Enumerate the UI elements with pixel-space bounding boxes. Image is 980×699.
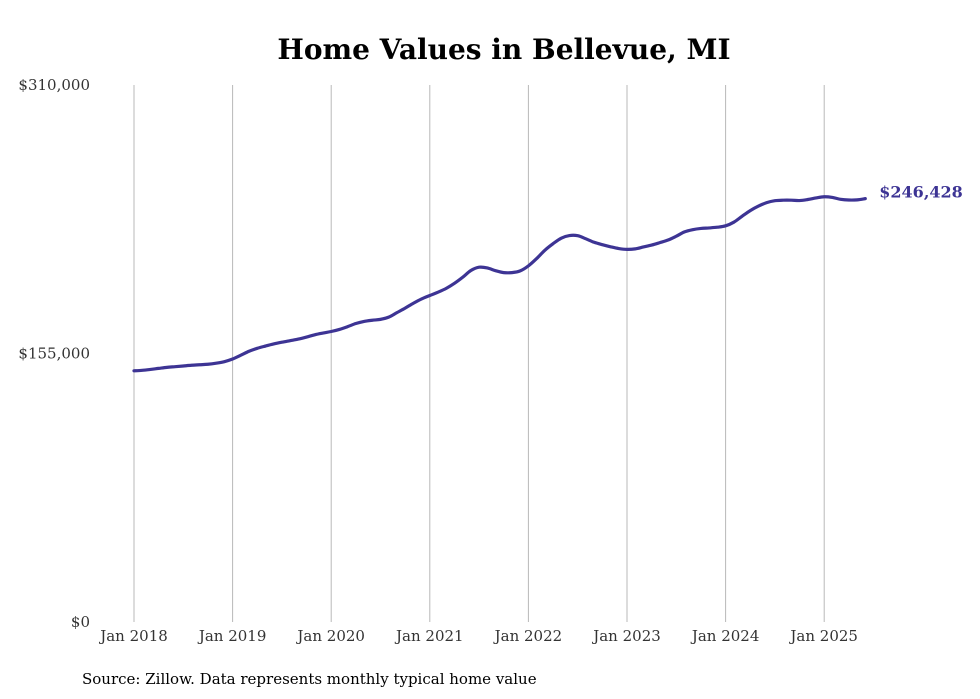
x-tick-label: Jan 2021 bbox=[394, 627, 464, 645]
x-axis-tick-labels: Jan 2018 Jan 2019 Jan 2020 Jan 2021 Jan 2022… bbox=[98, 627, 858, 645]
home-value-series-line bbox=[132, 195, 867, 373]
x-tick-label: Jan 2020 bbox=[295, 627, 365, 645]
y-tick-label: $310,000 bbox=[18, 76, 90, 94]
x-tick-label: Jan 2024 bbox=[690, 627, 760, 645]
x-tick-label: Jan 2022 bbox=[493, 627, 563, 645]
y-tick-label: $0 bbox=[71, 613, 90, 631]
end-value-label: $246,428 bbox=[879, 183, 963, 202]
x-tick-label: Jan 2025 bbox=[788, 627, 858, 645]
gridlines bbox=[133, 85, 825, 622]
x-tick-label: Jan 2023 bbox=[591, 627, 661, 645]
chart-title: Home Values in Bellevue, MI bbox=[277, 33, 730, 66]
source-note: Source: Zillow. Data represents monthly … bbox=[82, 670, 537, 688]
x-tick-label: Jan 2019 bbox=[197, 627, 267, 645]
x-tick-label: Jan 2018 bbox=[98, 627, 168, 645]
y-tick-label: $155,000 bbox=[18, 345, 90, 363]
y-axis-tick-labels: $0 $155,000 $310,000 bbox=[18, 76, 90, 631]
